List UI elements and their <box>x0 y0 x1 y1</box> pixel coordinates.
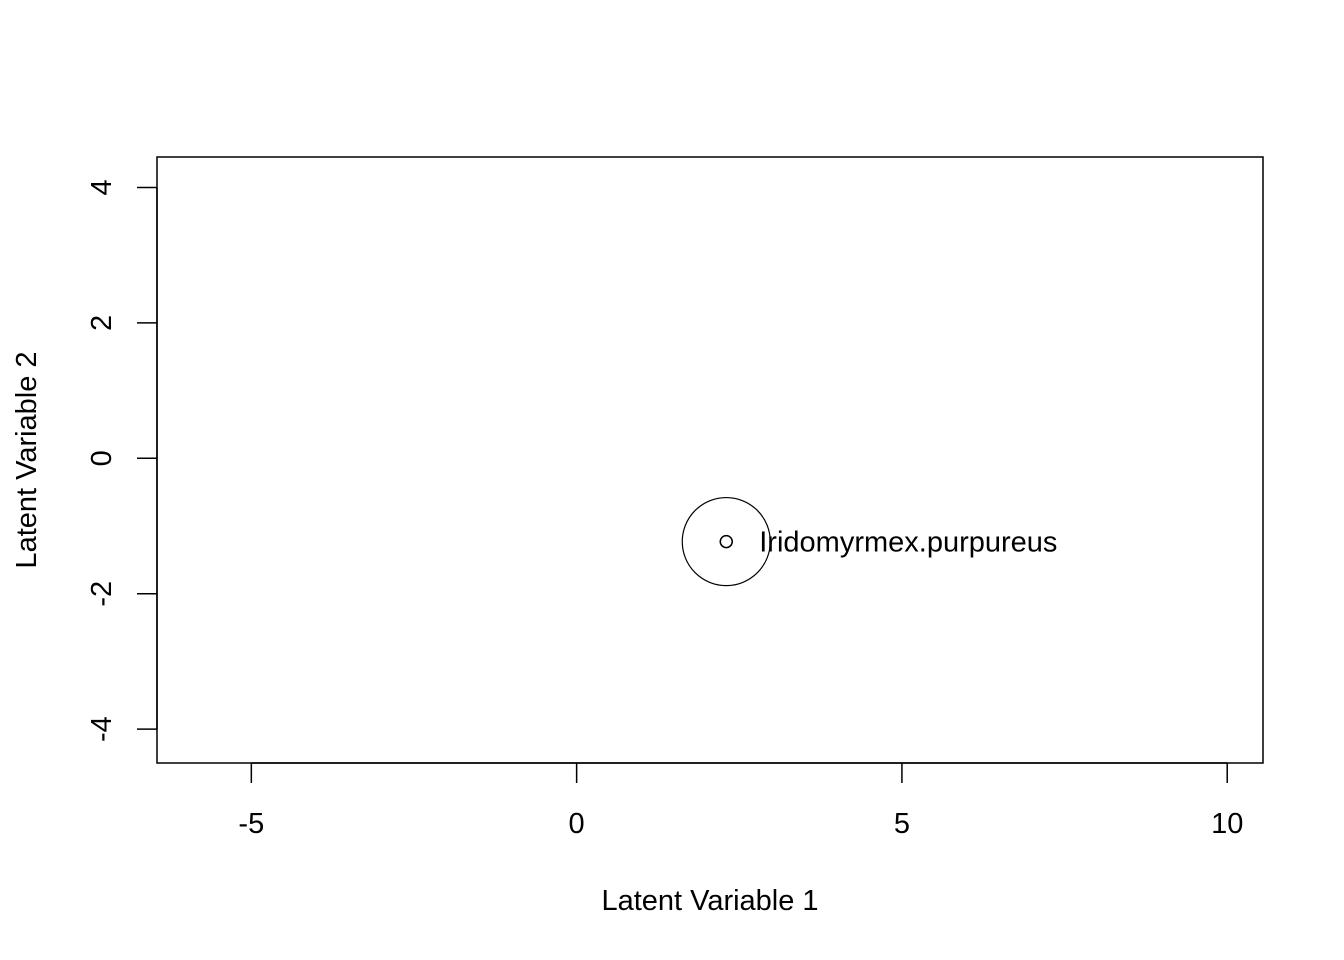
x-tick-label: 10 <box>1211 808 1243 840</box>
point-label: Iridomyrmex.purpureus <box>759 527 1057 559</box>
y-tick-label: 2 <box>86 315 118 331</box>
x-axis: -5 0 5 10 <box>238 762 1243 840</box>
y-axis: -4 -2 0 2 4 <box>86 179 158 742</box>
x-axis-label: Latent Variable 1 <box>601 885 818 917</box>
y-tick-label: -4 <box>86 716 118 742</box>
x-tick-label: 5 <box>894 808 910 840</box>
y-tick-label: 0 <box>86 450 118 466</box>
y-axis-label: Latent Variable 2 <box>11 351 43 568</box>
x-tick-label: 0 <box>569 808 585 840</box>
y-tick-label: -2 <box>86 581 118 607</box>
point-region-circle <box>681 496 771 587</box>
data-point <box>719 534 734 549</box>
data-marks: Iridomyrmex.purpureus <box>681 496 1057 587</box>
y-tick-label: 4 <box>86 179 118 195</box>
plot-frame <box>156 156 1264 764</box>
x-tick-label: -5 <box>238 808 264 840</box>
